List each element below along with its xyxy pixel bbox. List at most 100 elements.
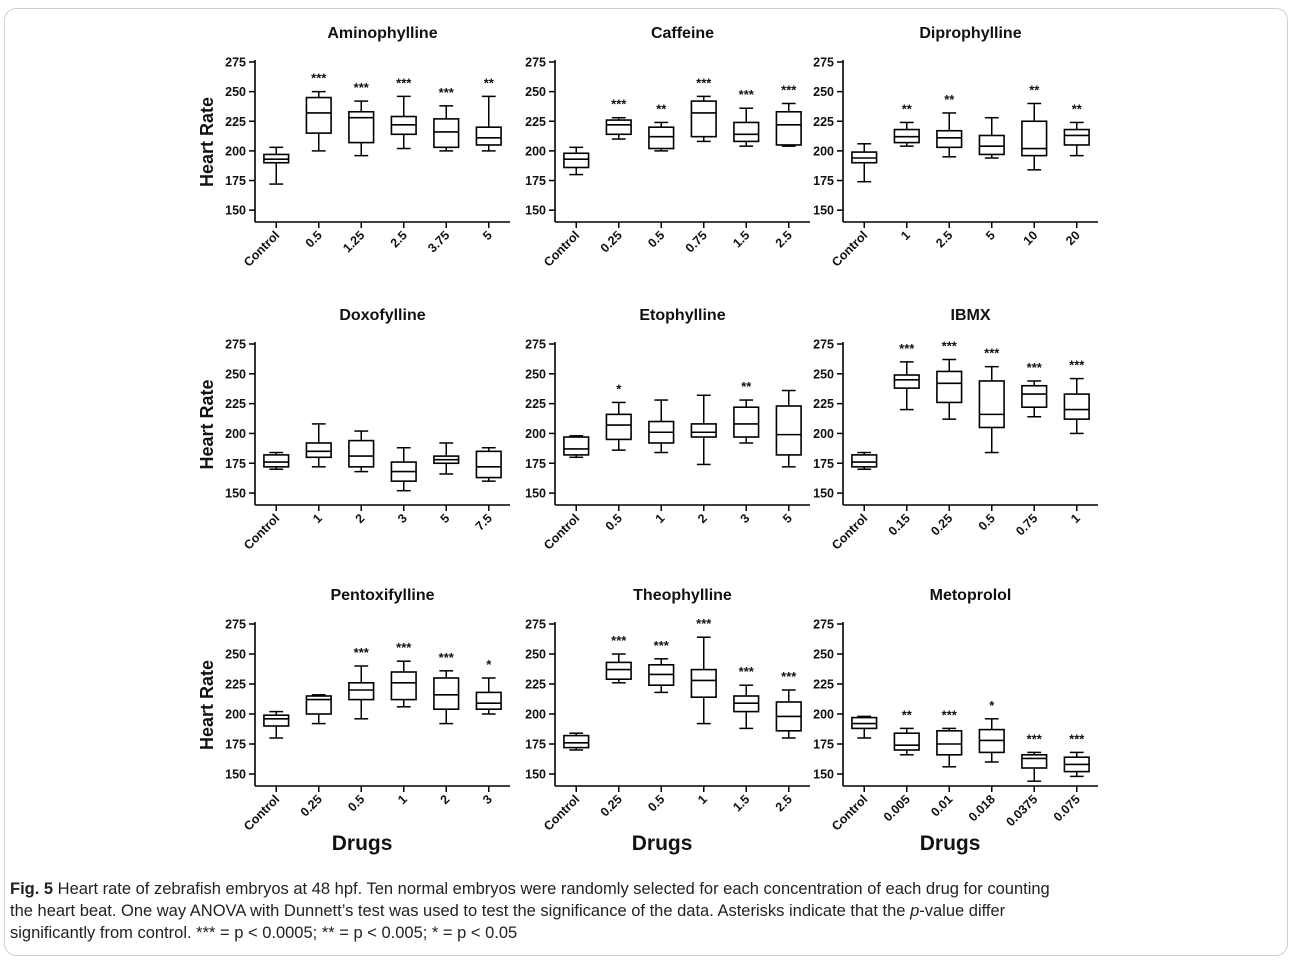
caption-line-2: the heart beat. One way ANOVA with Dunne… [10, 900, 1280, 922]
x-tick-label: 1 [695, 792, 710, 807]
y-axis-label: Heart Rate [197, 660, 217, 750]
chart-title: Aminophylline [327, 25, 437, 42]
y-tick-label: 175 [525, 174, 546, 188]
iqr-box [305, 442, 332, 459]
caption-text-2: the heart beat. One way ANOVA with Dunne… [10, 902, 911, 920]
significance-label: *** [1027, 360, 1043, 375]
significance-label: *** [611, 633, 627, 648]
box-4 [978, 116, 1005, 159]
iqr-box [893, 732, 920, 751]
box-5: *** [733, 87, 760, 147]
significance-label: *** [311, 71, 327, 86]
x-tick-label: 0.5 [645, 792, 667, 814]
box-1 [563, 435, 590, 459]
x-tick-label: 3 [395, 511, 410, 526]
x-tick-label: Control [829, 228, 870, 269]
significance-label: *** [439, 650, 455, 665]
significance-label: * [616, 381, 622, 396]
chart-panel-7: Pentoxifylline 150 175 200 225 250 275 Control 0… [197, 587, 510, 855]
x-tick-label: 2 [695, 511, 710, 526]
iqr-box [648, 126, 675, 150]
box-2: ** [893, 101, 920, 147]
significance-label: *** [354, 645, 370, 660]
x-tick-label: 3 [738, 511, 753, 526]
y-tick-label: 150 [225, 204, 246, 218]
box-2: *** [305, 71, 332, 152]
box-6 [775, 389, 802, 468]
box-1 [263, 146, 290, 185]
significance-label: * [486, 657, 492, 672]
caption-line-3: significantly from control. *** = p < 0.… [10, 922, 1280, 944]
x-tick-label: 0.75 [1013, 511, 1040, 538]
x-tick-label: 2.5 [388, 228, 410, 250]
box-3: ** [648, 101, 675, 152]
y-tick-label: 250 [225, 648, 246, 662]
y-axis-label: Heart Rate [197, 379, 217, 469]
y-tick-label: 175 [525, 738, 546, 752]
significance-label: *** [396, 640, 412, 655]
y-tick-label: 150 [813, 487, 834, 501]
y-tick-label: 175 [813, 457, 834, 471]
box-4: *** [978, 346, 1005, 454]
x-tick-label: 0.5 [303, 228, 325, 250]
chart-panel-2: Caffeine 150 175 200 225 250 275 Control 0.25 0.5… [525, 25, 810, 270]
x-tick-label: 0.25 [928, 511, 955, 538]
significance-label: ** [902, 101, 913, 116]
figure-caption: Fig. 5 Heart rate of zebrafish embryos a… [10, 878, 1280, 944]
x-tick-label: 5 [480, 228, 495, 243]
box-6: *** [775, 669, 802, 739]
y-tick-label: 200 [813, 708, 834, 722]
y-tick-label: 175 [525, 457, 546, 471]
box-4 [390, 447, 417, 492]
significance-label: ** [944, 92, 955, 107]
box-5: *** [733, 664, 760, 730]
y-tick-label: 200 [525, 427, 546, 441]
y-tick-label: 250 [813, 85, 834, 99]
y-tick-label: 275 [225, 56, 246, 70]
y-tick-label: 225 [813, 678, 834, 692]
x-tick-label: 0.15 [886, 511, 913, 538]
significance-label: *** [739, 664, 755, 679]
box-3 [648, 399, 675, 454]
y-tick-label: 275 [525, 618, 546, 632]
box-6: * [475, 657, 502, 715]
iqr-box [1021, 120, 1048, 157]
x-tick-label: 2 [438, 792, 453, 807]
x-tick-label: 7.5 [473, 511, 495, 533]
box-3: *** [936, 339, 963, 420]
iqr-box [475, 126, 502, 146]
iqr-box [433, 118, 460, 149]
significance-label: *** [942, 339, 958, 354]
box-1 [851, 715, 878, 739]
y-tick-label: 225 [525, 678, 546, 692]
iqr-box [936, 370, 963, 404]
y-tick-label: 150 [813, 204, 834, 218]
box-1 [563, 146, 590, 176]
y-tick-label: 150 [525, 768, 546, 782]
box-2: ** [893, 707, 920, 756]
y-tick-label: 250 [525, 648, 546, 662]
iqr-box [348, 110, 375, 144]
chart-title: Doxofylline [339, 307, 425, 324]
box-6: *** [775, 82, 802, 147]
chart-title: IBMX [951, 307, 991, 324]
significance-label: ** [1072, 101, 1083, 116]
y-tick-label: 175 [225, 738, 246, 752]
iqr-box [263, 454, 290, 468]
x-tick-label: 0.25 [298, 792, 325, 819]
box-1 [263, 451, 290, 470]
y-tick-label: 175 [225, 457, 246, 471]
caption-text-2b: -value differ [919, 902, 1006, 920]
x-tick-label: 0.5 [976, 511, 998, 533]
caption-label: Fig. 5 [10, 880, 54, 898]
y-tick-label: 200 [225, 708, 246, 722]
x-tick-label: 0.25 [598, 792, 625, 819]
y-tick-label: 200 [813, 427, 834, 441]
iqr-box [390, 671, 417, 701]
box-1 [851, 143, 878, 183]
significance-label: ** [1029, 82, 1040, 97]
y-tick-label: 275 [225, 618, 246, 632]
iqr-box [563, 436, 590, 456]
y-tick-label: 250 [813, 367, 834, 381]
